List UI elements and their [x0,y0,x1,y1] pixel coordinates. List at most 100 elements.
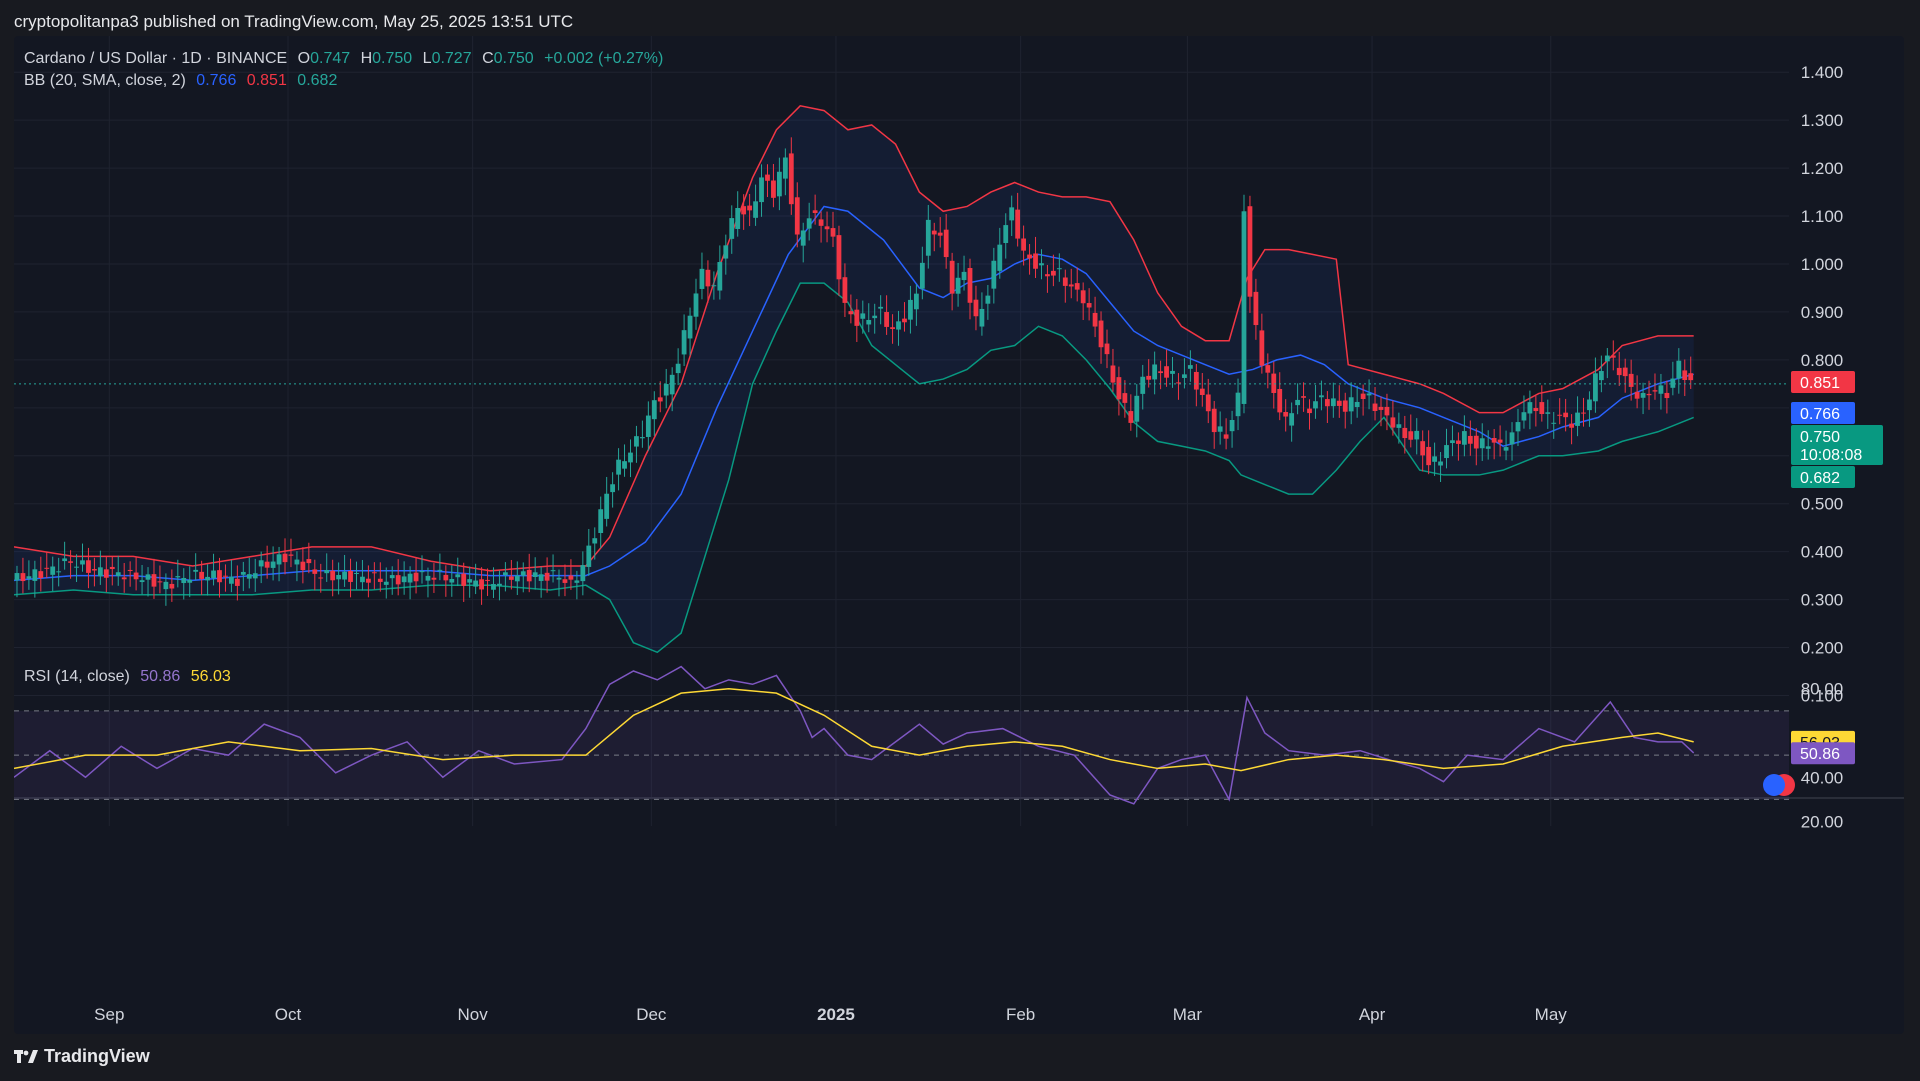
candle-body [979,308,985,327]
candle-body [1033,253,1038,269]
candle-body [1533,408,1539,412]
candle-body [68,561,73,563]
candle-body [1307,408,1312,414]
candle-body [1152,364,1158,380]
chart-canvas[interactable]: 0.1000.2000.3000.4000.5000.6000.7000.800… [14,36,1904,1034]
bb-legend: BB (20, SMA, close, 2) 0.766 0.851 0.682 [24,72,343,90]
candle-body [1158,371,1164,374]
candle-body [1646,393,1652,396]
candle-body [1682,370,1688,381]
tradingview-logo-icon [14,1049,38,1065]
bb-label[interactable]: BB (20, SMA, close, 2) [24,72,186,89]
footer-brand[interactable]: TradingView [14,1046,150,1067]
candle-body [360,576,365,583]
time-axis-tick: Apr [1359,1005,1386,1024]
candle-body [491,584,496,590]
candle-body [657,397,663,402]
time-axis-tick: Oct [275,1005,302,1024]
price-axis-tick: 1.300 [1801,111,1844,130]
candle-body [1211,408,1217,433]
candle-body [842,277,848,303]
candle-body [729,218,735,239]
candle-body [306,559,312,564]
last-price-badge-countdown: 10:08:08 [1800,447,1862,464]
candle-body [330,570,336,581]
candle-body [1283,412,1289,417]
candle-body [44,567,50,569]
candle-body [276,554,282,565]
rsi-axis-tick: 20.00 [1801,813,1844,832]
bb-fill [14,105,1694,653]
candle-body [157,581,163,583]
candle-body [860,313,866,319]
candle-body [1229,419,1235,432]
candle-body [14,573,20,581]
rsi-badge: 50.86 [1800,746,1840,763]
candle-body [270,561,276,568]
candle-body [1444,445,1449,459]
candle-body [1062,277,1068,286]
candle-body [1551,422,1557,424]
candle-body [252,573,258,579]
candle-body [1176,382,1181,384]
candle-body [1479,438,1485,449]
candle-body [1092,312,1098,327]
candle-body [1241,211,1247,404]
candle-body [1045,274,1050,277]
candle-body [759,177,764,203]
symbol-title[interactable]: Cardano / US Dollar · 1D · BINANCE [24,50,288,67]
candle-body [1545,412,1551,414]
candle-body [97,567,103,577]
candle-body [503,572,508,576]
candle-body [651,400,657,420]
candle-body [1319,395,1324,398]
low-value: 0.727 [431,50,472,67]
candle-body [925,219,931,256]
candle-body [848,311,854,315]
candle-body [622,461,627,469]
price-axis-tick: 1.100 [1801,207,1844,226]
candle-body [473,580,479,587]
candle-body [687,315,693,339]
candle-body [884,312,890,327]
candle-body [514,575,520,582]
candle-body [1622,367,1628,377]
price-axis-tick: 0.100 [1801,686,1844,705]
price-axis-tick: 0.800 [1801,351,1844,370]
candle-body [836,235,842,280]
rsi-label[interactable]: RSI (14, close) [24,668,130,685]
candle-body [1140,376,1146,394]
candle-body [908,299,913,320]
candle-body [628,452,633,463]
candle-body [1348,397,1354,412]
time-axis-tick: Dec [636,1005,667,1024]
bb-lower-line [14,282,1694,654]
candle-body [1098,320,1104,348]
candle-body [574,580,580,583]
candle-body [890,327,895,329]
candle-body [223,575,228,577]
candle-body [1640,392,1646,398]
chart-frame[interactable]: 0.1000.2000.3000.4000.5000.6000.7000.800… [14,36,1904,1034]
candle-body [1146,375,1152,380]
candle-body [1378,406,1384,410]
candle-body [1563,412,1569,418]
candle-body [455,574,461,578]
candle-body [1426,446,1432,466]
candle-body [1324,399,1330,407]
upper-band-badge-bg [1791,371,1855,393]
candle-body [639,437,645,439]
candle-body [425,575,431,581]
candle-body [1235,392,1241,417]
candle-body [1485,446,1491,449]
candle-body [1628,373,1634,387]
candle-body [1515,422,1521,432]
candle-body [878,306,884,309]
open-value: 0.747 [310,50,351,67]
candle-body [1342,400,1348,412]
candle-body [419,571,425,573]
candle-body [282,553,288,563]
candle-body [782,157,788,179]
candle-body [1372,403,1378,411]
basis-badge: 0.766 [1800,406,1840,423]
